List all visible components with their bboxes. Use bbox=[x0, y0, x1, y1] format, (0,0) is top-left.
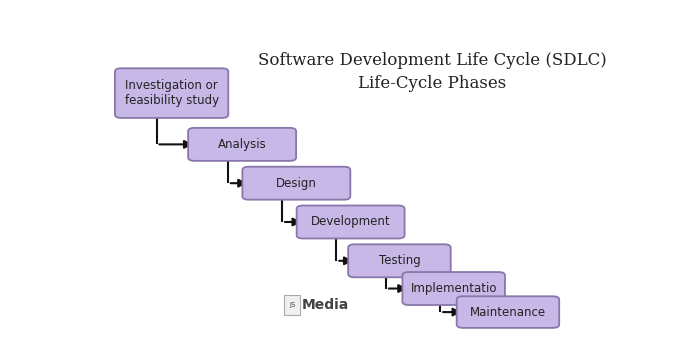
FancyBboxPatch shape bbox=[348, 244, 451, 277]
Text: Software Development Life Cycle (SDLC)
Life-Cycle Phases: Software Development Life Cycle (SDLC) L… bbox=[258, 51, 606, 92]
Text: Implementatio: Implementatio bbox=[410, 282, 497, 295]
Text: Testing: Testing bbox=[379, 254, 420, 267]
FancyBboxPatch shape bbox=[402, 272, 505, 305]
Text: JS: JS bbox=[289, 302, 295, 308]
Text: Maintenance: Maintenance bbox=[470, 306, 546, 319]
Text: Media: Media bbox=[302, 298, 349, 312]
FancyBboxPatch shape bbox=[297, 206, 405, 238]
FancyBboxPatch shape bbox=[242, 167, 350, 200]
Text: Design: Design bbox=[276, 177, 317, 190]
FancyBboxPatch shape bbox=[115, 68, 228, 118]
Text: Analysis: Analysis bbox=[218, 138, 267, 151]
FancyBboxPatch shape bbox=[188, 128, 296, 161]
FancyBboxPatch shape bbox=[456, 296, 559, 328]
FancyBboxPatch shape bbox=[284, 295, 300, 315]
Text: Development: Development bbox=[311, 216, 391, 229]
Text: Investigation or
feasibility study: Investigation or feasibility study bbox=[125, 79, 218, 107]
